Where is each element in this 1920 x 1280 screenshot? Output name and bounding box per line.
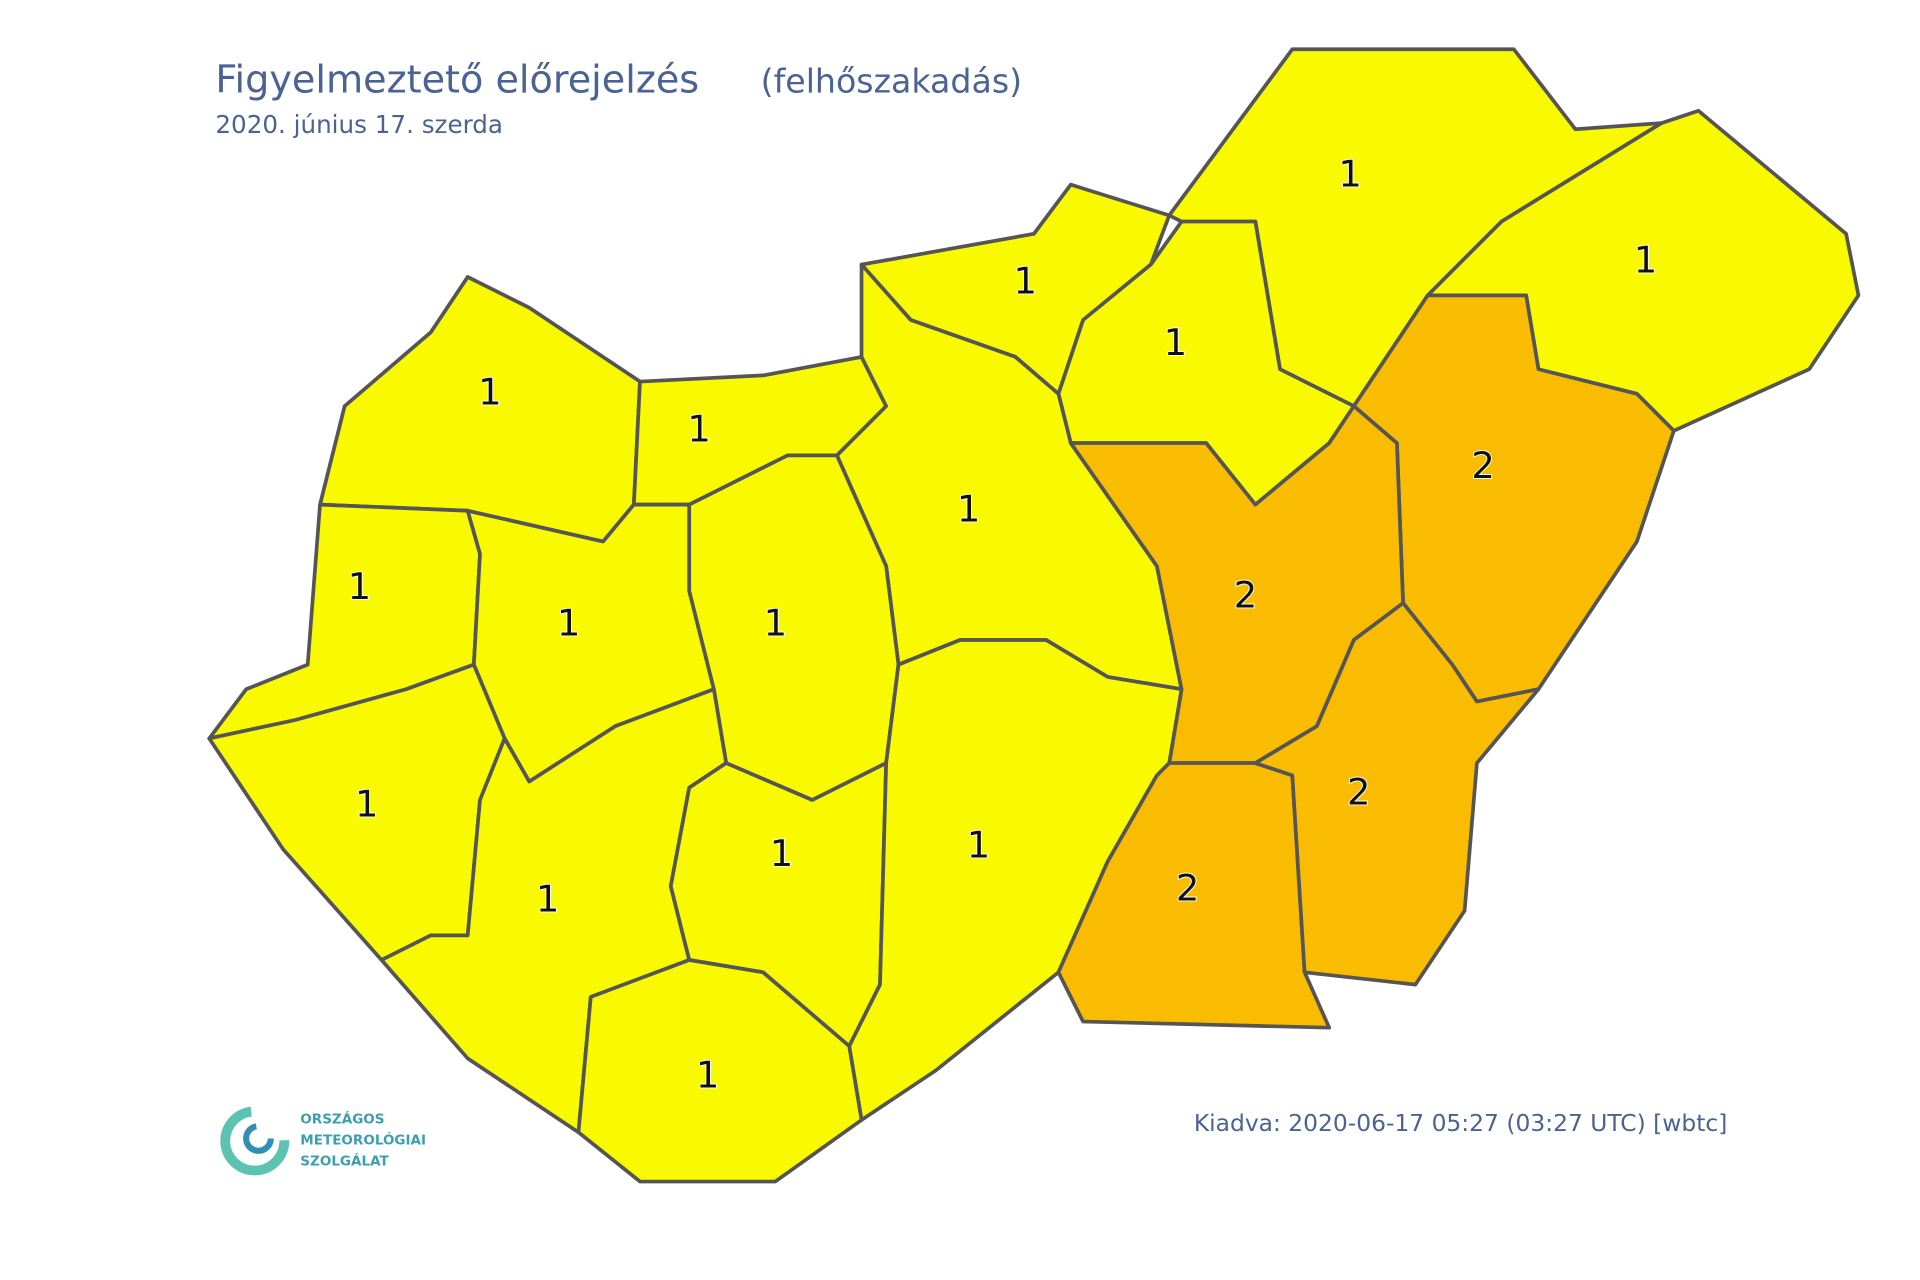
issued-note: Kiadva: 2020-06-17 05:27 (03:27 UTC) [wb… [1194, 1109, 1728, 1137]
logo-swirl [220, 1106, 290, 1176]
county-level: 1 [348, 565, 371, 608]
counties: 1 1 1 1 1 1 1 1 1 1 2 2 1 1 1 1 1 2 2 [207, 47, 1861, 1184]
logo-line: METEOROLÓGIAI [300, 1131, 426, 1149]
county-level: 1 [687, 407, 710, 450]
map-date: 2020. június 17. szerda [215, 110, 503, 139]
county-level: 1 [1338, 152, 1361, 195]
county-level: 1 [967, 823, 990, 866]
county-level: 2 [1234, 573, 1257, 616]
county-level: 1 [1013, 260, 1036, 303]
county-level: 1 [1634, 239, 1657, 282]
county [576, 958, 864, 1184]
logo: ORSZÁGOS METEOROLÓGIAI SZOLGÁLAT [220, 1106, 426, 1176]
county-level: 1 [957, 487, 980, 530]
logo-core [243, 1123, 274, 1154]
logo-line: SZOLGÁLAT [300, 1152, 389, 1170]
county [1253, 601, 1541, 987]
map-hazard: (felhőszakadás) [761, 61, 1023, 100]
county-level: 1 [478, 370, 501, 413]
county-level: 2 [1471, 444, 1494, 487]
county-level: 1 [696, 1053, 719, 1096]
county-level: 1 [1164, 321, 1187, 364]
logo-line: ORSZÁGOS [300, 1110, 384, 1128]
county-level: 1 [764, 602, 787, 645]
county-level: 1 [770, 832, 793, 875]
map-title: Figyelmeztető előrejelzés [215, 57, 699, 101]
county-level: 1 [355, 783, 378, 826]
county-level: 2 [1347, 770, 1370, 813]
county-level: 1 [536, 877, 559, 920]
county-level: 2 [1176, 866, 1199, 909]
county-level: 1 [557, 602, 580, 645]
